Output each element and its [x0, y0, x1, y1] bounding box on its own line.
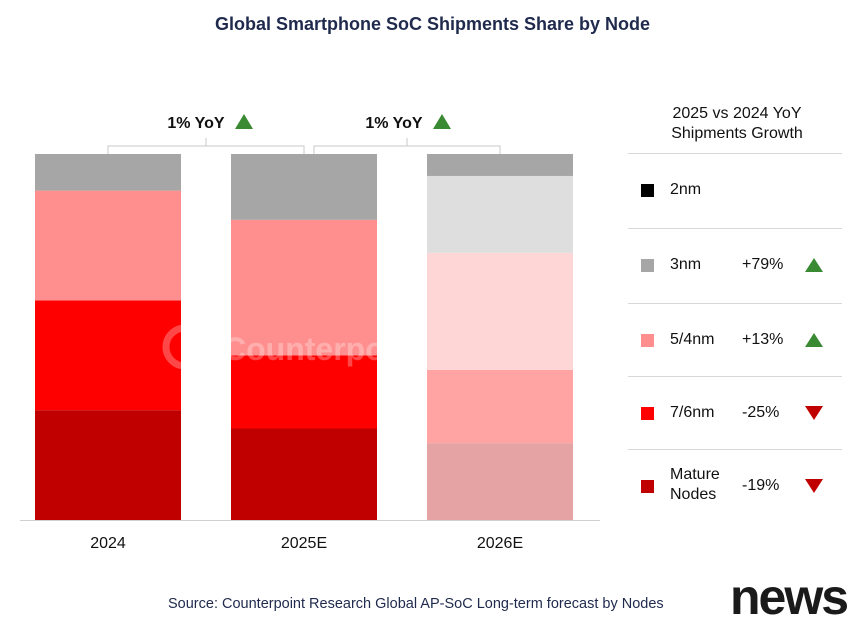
bar-segment-2026e-mature-nodes: [427, 443, 573, 520]
watermark: Counterpoint: [162, 324, 424, 370]
news-logo: news: [730, 569, 849, 625]
yoy-annotation-label: 1% YoY: [365, 115, 423, 132]
legend-item: 3nm +79%: [628, 228, 842, 301]
legend-swatch: [641, 480, 654, 493]
bar-segment-2024-3nm: [35, 154, 181, 191]
yoy-bracket: [107, 138, 305, 154]
legend-item: 2nm: [628, 153, 842, 226]
source-note: Source: Counterpoint Research Global AP-…: [168, 596, 664, 612]
bar-segment-2025e-3nm: [231, 154, 377, 220]
watermark-logo-icon: [162, 324, 208, 370]
legend-label: 3nm: [670, 256, 702, 273]
x-tick-label: 2025E: [281, 535, 327, 552]
bar-segment-2025e-mature-nodes: [231, 428, 377, 520]
legend-header: 2025 vs 2024 YoY Shipments Growth: [630, 104, 844, 144]
legend-growth-value: +79%: [742, 256, 784, 273]
legend-growth-value: +13%: [742, 331, 784, 348]
bar-segment-2026e-7-6nm: [427, 369, 573, 444]
legend-item: Mature Nodes -19%: [628, 449, 842, 522]
legend-label: 7/6nm: [670, 404, 715, 421]
up-arrow-icon: [235, 114, 253, 129]
chart-title: Global Smartphone SoC Shipments Share by…: [214, 14, 651, 34]
x-tick-label: 2026E: [477, 535, 523, 552]
bar-segment-2024-5-4nm: [35, 190, 181, 301]
legend-label: 5/4nm: [670, 331, 715, 348]
legend-swatch: [641, 334, 654, 347]
bar-segment-2025e-5-4nm: [231, 219, 377, 356]
legend-item: 7/6nm -25%: [628, 376, 842, 449]
up-arrow-icon: [433, 114, 451, 129]
bar-segment-2024-7-6nm: [35, 300, 181, 411]
up-arrow-icon: [805, 333, 823, 347]
x-tick-label: 2024: [90, 535, 126, 552]
legend-swatch: [641, 184, 654, 197]
legend-item: 5/4nm +13%: [628, 303, 842, 376]
down-arrow-icon: [805, 406, 823, 420]
yoy-bracket: [313, 138, 501, 154]
bar-segment-2024-mature-nodes: [35, 410, 181, 520]
up-arrow-icon: [805, 258, 823, 272]
bar-segment-2026e-5-4nm: [427, 252, 573, 370]
legend-header-line1: 2025 vs 2024 YoY: [672, 105, 802, 122]
legend-swatch: [641, 259, 654, 272]
legend-swatch: [641, 407, 654, 420]
down-arrow-icon: [805, 479, 823, 493]
legend-label: 2nm: [670, 181, 702, 198]
legend-label: Mature Nodes: [670, 466, 720, 503]
legend-header-line2: Shipments Growth: [671, 125, 803, 142]
bar-segment-2026e-2nm: [427, 154, 573, 176]
legend-growth-value: -19%: [742, 477, 780, 494]
yoy-annotation-label: 1% YoY: [167, 115, 225, 132]
watermark-text: Counterpoint: [223, 331, 424, 367]
legend-growth-value: -25%: [742, 404, 780, 421]
bar-segment-2026e-3nm: [427, 175, 573, 253]
bar-segment-2025e-7-6nm: [231, 355, 377, 429]
